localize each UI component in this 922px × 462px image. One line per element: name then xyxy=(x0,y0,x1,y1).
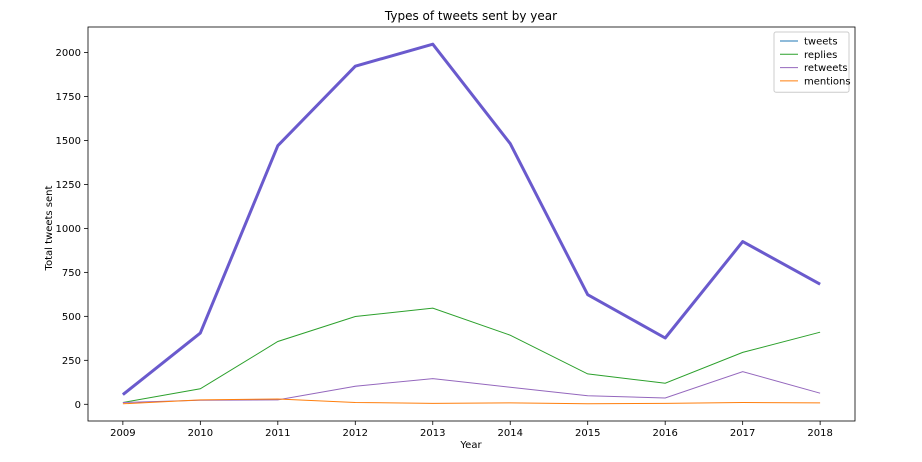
legend-label-replies: replies xyxy=(804,50,837,61)
legend-label-retweets: retweets xyxy=(804,63,848,74)
series-line-mentions xyxy=(122,398,821,405)
y-axis-label: Total tweets sent xyxy=(44,185,55,271)
y-axis-ticks: 0 250 500 750 1000 1250 1500 1750 2000 xyxy=(56,48,88,411)
y-tick-label: 1250 xyxy=(56,180,81,191)
series-line-retweets xyxy=(122,371,821,403)
plot-frame xyxy=(87,26,856,422)
legend-box xyxy=(773,31,850,93)
x-tick-label: 2012 xyxy=(343,428,368,439)
x-tick-label: 2009 xyxy=(110,428,135,439)
tweets-highlight-line xyxy=(121,42,821,396)
x-axis-label: Year xyxy=(459,440,482,451)
series-lines xyxy=(121,42,821,405)
x-tick-label: 2011 xyxy=(265,428,290,439)
y-tick-label: 0 xyxy=(75,400,81,411)
series-line-tweets xyxy=(122,43,821,395)
series-line-replies xyxy=(122,307,821,403)
y-tick-label: 250 xyxy=(62,356,81,367)
x-tick-label: 2013 xyxy=(420,428,445,439)
plot-area xyxy=(87,26,856,422)
legend-label-mentions: mentions xyxy=(804,76,851,87)
x-axis-ticks: 2009 2010 2011 2012 2013 2014 2015 2016 2017 2018 xyxy=(110,421,833,439)
y-tick-label: 500 xyxy=(62,312,81,323)
x-tick-label: 2014 xyxy=(498,428,523,439)
x-tick-label: 2015 xyxy=(575,428,600,439)
y-tick-label: 750 xyxy=(62,268,81,279)
chart-title: Types of tweets sent by year xyxy=(384,9,557,23)
x-tick-label: 2010 xyxy=(188,428,213,439)
x-tick-label: 2017 xyxy=(730,428,755,439)
y-tick-label: 1500 xyxy=(56,136,81,147)
y-tick-label: 2000 xyxy=(56,48,81,59)
y-tick-label: 1000 xyxy=(56,224,81,235)
legend: tweets replies retweets mentions xyxy=(773,31,851,93)
y-tick-label: 1750 xyxy=(56,92,81,103)
x-tick-label: 2016 xyxy=(652,428,677,439)
x-tick-label: 2018 xyxy=(807,428,832,439)
legend-label-tweets: tweets xyxy=(804,37,838,48)
